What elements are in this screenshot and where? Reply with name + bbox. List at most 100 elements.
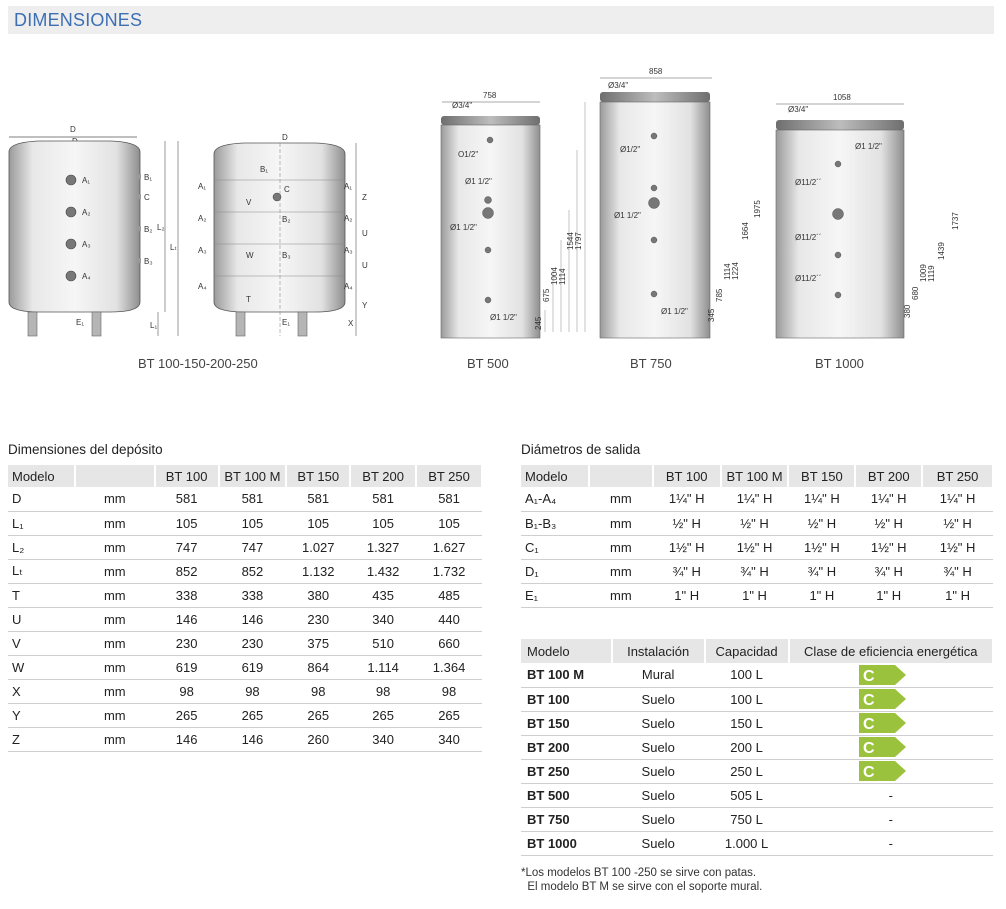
table-cell: C₁ — [521, 535, 589, 560]
section-label-b3: B₃ — [282, 251, 291, 260]
table-cell: 265 — [154, 703, 219, 728]
bt1000-dim-2: 680 — [911, 286, 920, 300]
table-cell: 100 L — [704, 687, 789, 712]
column-header — [74, 465, 156, 487]
table-cell: D₁ — [521, 559, 589, 584]
table-cell: mm — [74, 535, 155, 560]
table-cell: 230 — [154, 631, 219, 656]
table-cell: Suelo — [611, 687, 705, 712]
table-cell: D — [8, 487, 75, 512]
dim-table-title: Dimensiones del depósito — [8, 442, 163, 457]
table-cell: 1¼" H — [652, 487, 721, 512]
bt750-outlet-2: Ø1 1/2" — [661, 307, 688, 316]
table-cell: L₂ — [8, 535, 75, 560]
table-row: BT 150 Suelo 150 L C — [521, 711, 993, 736]
table-cell: 505 L — [704, 783, 789, 808]
column-header: Modelo — [8, 465, 76, 487]
table-cell: mm — [588, 583, 653, 608]
table-cell: 375 — [286, 631, 351, 656]
dim-label-x: X — [348, 319, 354, 328]
table-cell: ½" H — [788, 511, 856, 536]
table-cell: 1½" H — [720, 535, 789, 560]
bt1000-dim-3: 1009 — [919, 264, 928, 282]
table-cell: mm — [74, 559, 155, 584]
column-header: BT 200 — [855, 465, 924, 487]
table-cell: BT 200 — [521, 735, 612, 760]
column-header: Modelo — [521, 465, 590, 487]
bt500-outlet-1: Ø1 1/2" — [465, 177, 492, 186]
table-cell: E₁ — [521, 583, 589, 608]
bt750-drawing: 858 Ø3/4" Ø1/2" Ø1 1/2" Ø1 1/2" 345 785 … — [599, 67, 762, 339]
bt750-width: 858 — [649, 67, 663, 76]
table-cell: Suelo — [611, 783, 705, 808]
column-header: Instalación — [611, 639, 706, 663]
label-b3: B₃ — [144, 257, 153, 266]
table-cell: mm — [74, 703, 155, 728]
bt750-dim-1: 345 — [707, 308, 716, 322]
table-cell: mm — [588, 559, 653, 584]
label-c: C — [144, 193, 150, 202]
table-cell: 1" H — [788, 583, 856, 608]
table-cell: C — [788, 711, 993, 736]
section-label-e1: E₁ — [282, 318, 290, 327]
table-row: BT 100 M Mural 100 L C — [521, 663, 993, 688]
bt1000-outlet-3: Ø11/2´´ — [795, 274, 822, 283]
table-cell: 435 — [350, 583, 417, 608]
table-cell: BT 750 — [521, 807, 612, 832]
table-cell: mm — [74, 487, 155, 512]
table-cell: Mural — [611, 663, 705, 688]
table-cell: 380 — [286, 583, 351, 608]
table-cell: mm — [74, 511, 155, 536]
table-cell: 1½" H — [855, 535, 923, 560]
caption-bt1000: BT 1000 — [815, 356, 864, 371]
bt500-c1: O1/2" — [458, 150, 478, 159]
dim-label-l2: L₂ — [157, 223, 165, 232]
efficiency-table: Modelo Instalación Capacidad Clase de efici… — [521, 639, 995, 856]
table-cell: 1" H — [855, 583, 923, 608]
table-cell: 200 L — [704, 735, 789, 760]
table-cell: mm — [74, 727, 155, 752]
table-cell: 340 — [350, 607, 417, 632]
table-cell: Y — [8, 703, 75, 728]
table-cell: T — [8, 583, 75, 608]
column-header: BT 100 — [154, 465, 220, 487]
table-cell: 338 — [154, 583, 219, 608]
table-cell: 852 — [154, 559, 219, 584]
table-cell: 1¼" H — [720, 487, 789, 512]
table-cell: ¾" H — [788, 559, 856, 584]
table-cell: 105 — [416, 511, 482, 536]
table-cell: L₁ — [8, 511, 75, 536]
table-row: L₂ mm 747 747 1.027 1.327 1.627 — [8, 535, 482, 560]
table-cell: 230 — [286, 607, 351, 632]
table-cell: 98 — [286, 679, 351, 704]
table-cell: U — [8, 607, 75, 632]
column-header: BT 150 — [286, 465, 352, 487]
table-cell: 1" H — [922, 583, 993, 608]
table-row: BT 750 Suelo 750 L- — [521, 807, 993, 832]
bt500-dim-5: 1544 — [566, 232, 575, 250]
table-cell: C — [788, 759, 993, 784]
table-cell: ¾" H — [922, 559, 993, 584]
energy-class-letter: C — [863, 764, 875, 781]
bt500-outlet-2: Ø1 1/2" — [450, 223, 477, 232]
section-label-a1: A₁ — [198, 182, 206, 191]
table-cell: 98 — [154, 679, 219, 704]
table-cell: 1.000 L — [704, 831, 789, 856]
table-cell: BT 100 — [521, 687, 612, 712]
table-cell: ½" H — [855, 511, 923, 536]
table-cell: Z — [8, 727, 75, 752]
table-cell: 619 — [154, 655, 219, 680]
table-cell: 1.132 — [286, 559, 351, 584]
bt750-top-connection: Ø3/4" — [608, 81, 628, 90]
bt750-c1: Ø1/2" — [620, 145, 640, 154]
table-cell: 1.027 — [286, 535, 351, 560]
caption-bt500: BT 500 — [467, 356, 509, 371]
table-cell: 250 L — [704, 759, 789, 784]
section-title: DIMENSIONES — [14, 10, 143, 30]
table-cell: B₁-B₃ — [521, 511, 589, 536]
section-label-a2: A₂ — [198, 214, 206, 223]
